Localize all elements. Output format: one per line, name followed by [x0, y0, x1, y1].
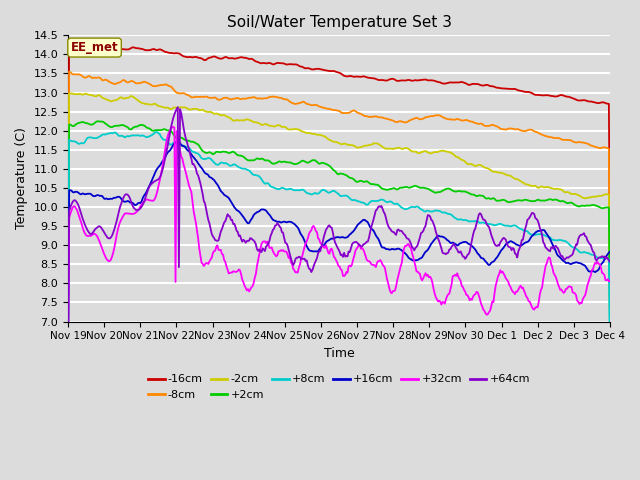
Legend: -16cm, -8cm, -2cm, +2cm, +8cm, +16cm, +32cm, +64cm: -16cm, -8cm, -2cm, +2cm, +8cm, +16cm, +3…	[143, 370, 534, 405]
X-axis label: Time: Time	[324, 347, 355, 360]
Y-axis label: Temperature (C): Temperature (C)	[15, 128, 28, 229]
Title: Soil/Water Temperature Set 3: Soil/Water Temperature Set 3	[227, 15, 451, 30]
Text: EE_met: EE_met	[71, 41, 118, 54]
